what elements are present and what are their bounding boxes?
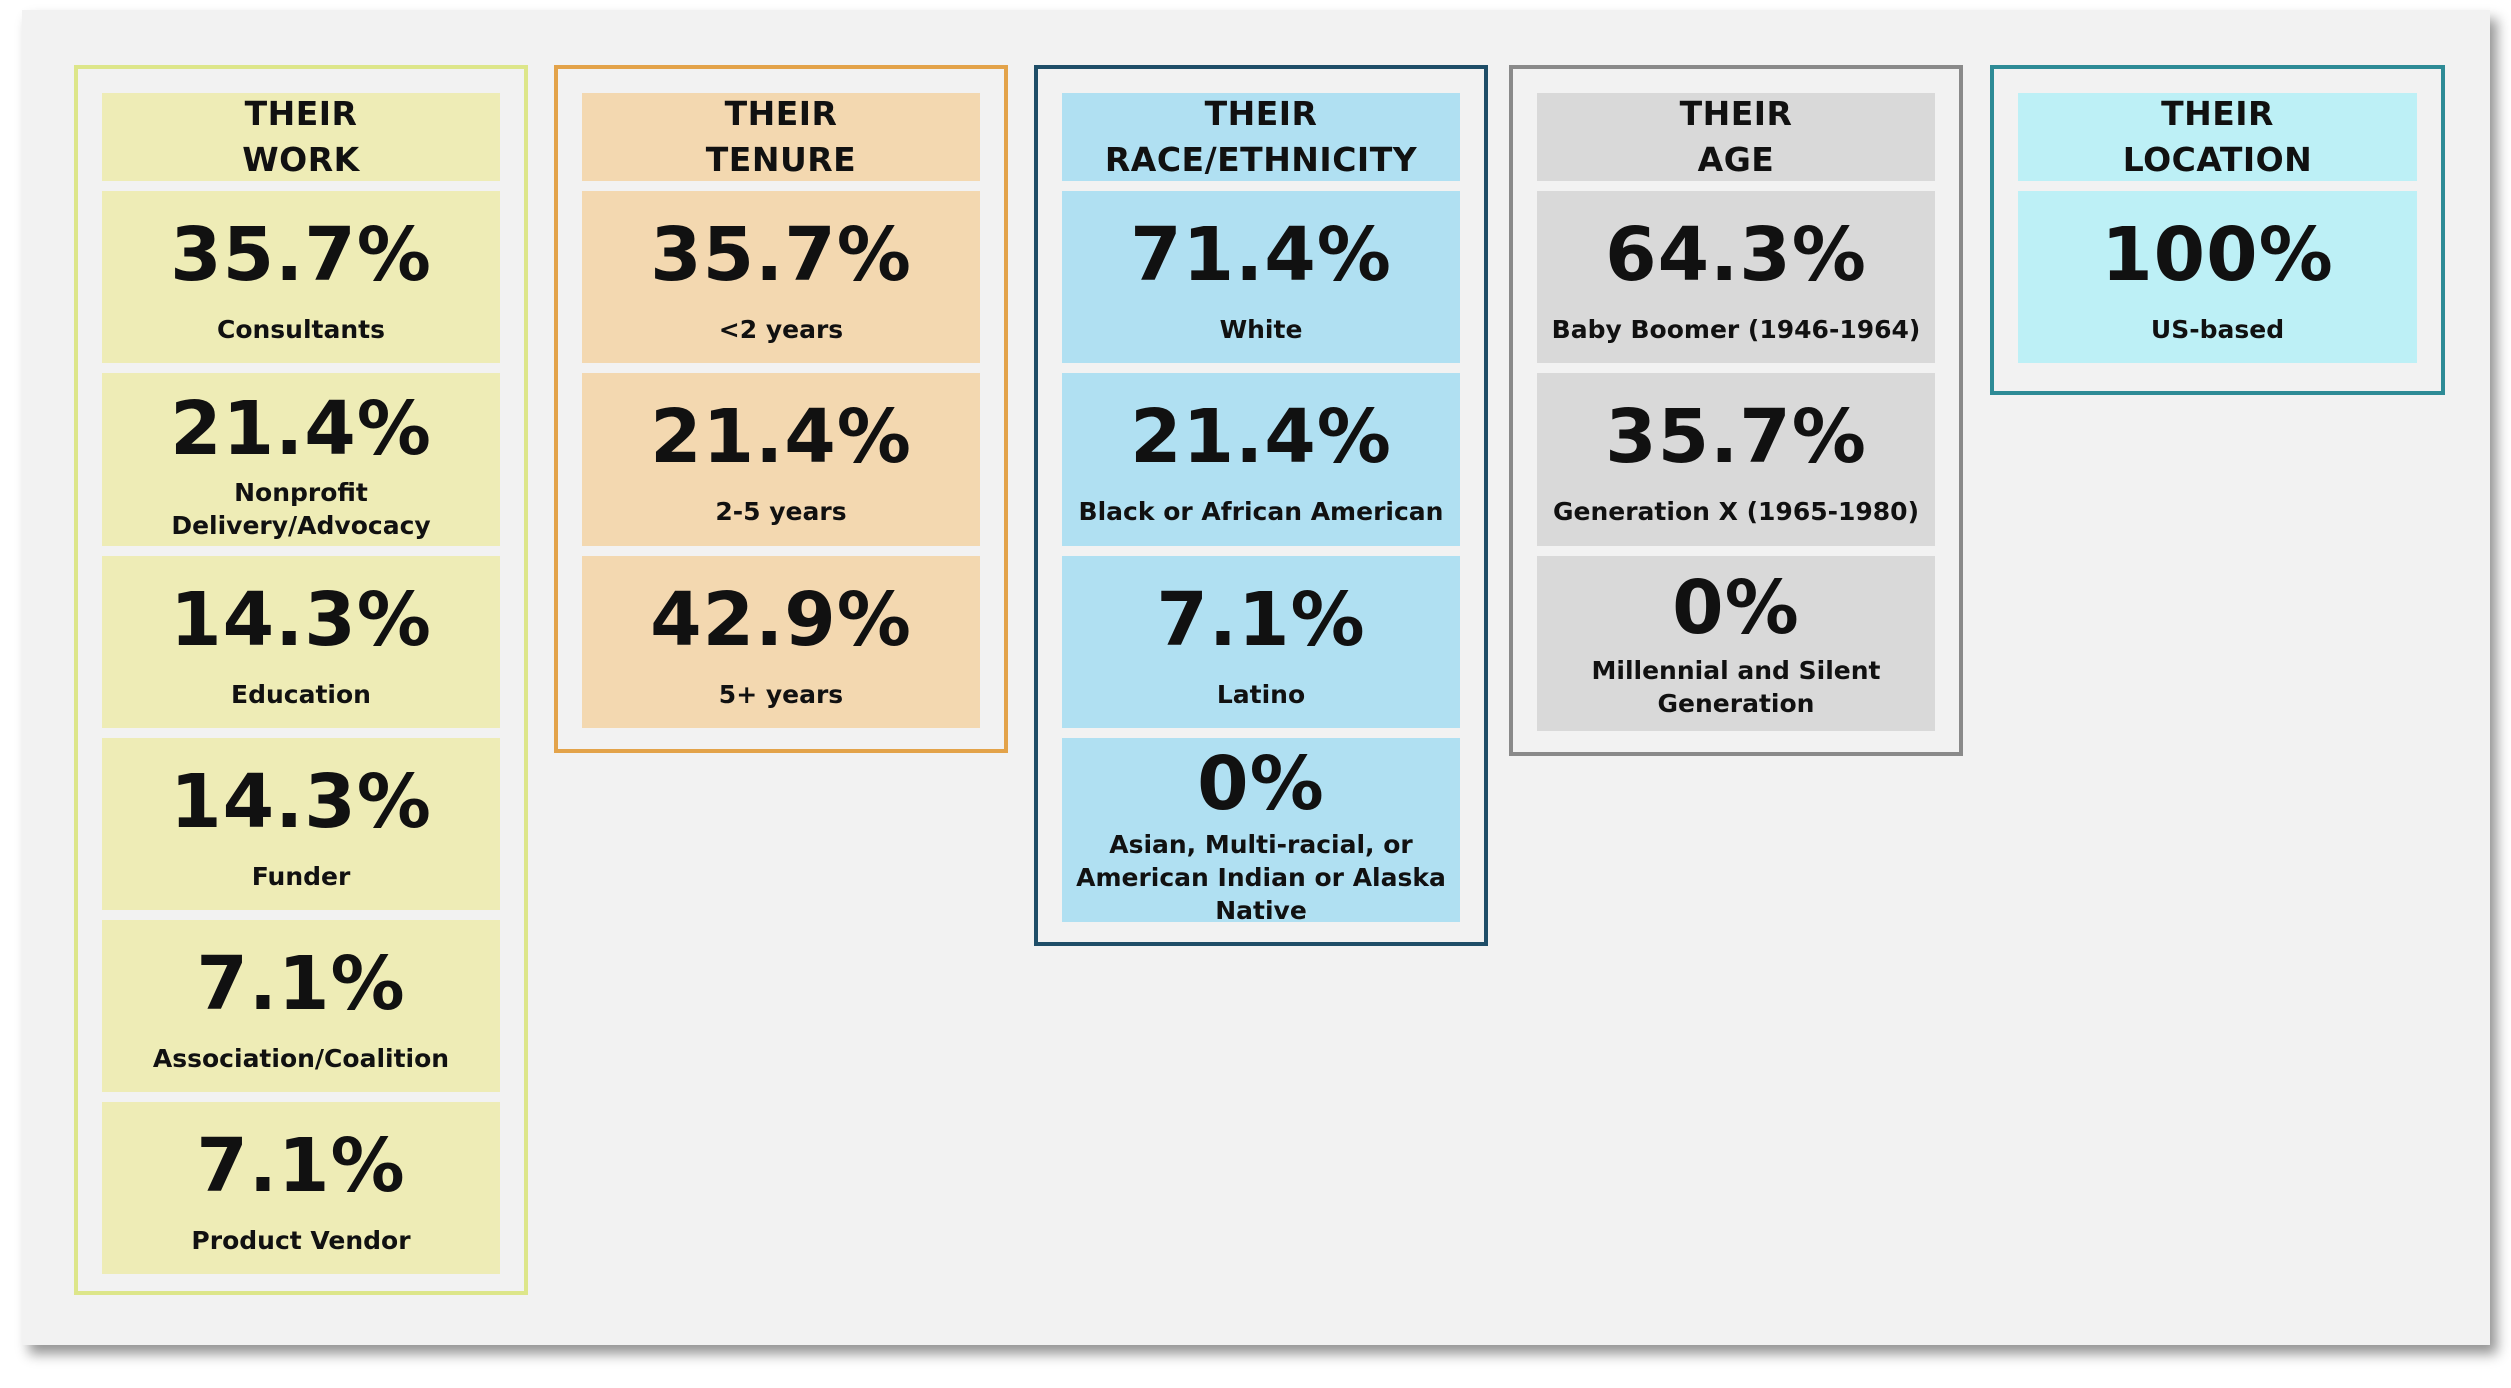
- stat-label: Education: [231, 680, 371, 709]
- stat-label: Millennial and Silent Generation: [1591, 656, 1881, 718]
- tenure-stat-5-plus: 42.9% 5+ years: [582, 556, 980, 728]
- stat-percent: 35.7%: [650, 212, 912, 298]
- location-stat-us: 100% US-based: [2018, 191, 2417, 363]
- stat-label: 5+ years: [718, 680, 844, 709]
- stat-percent: 7.1%: [1156, 577, 1366, 663]
- stat-percent: 35.7%: [1605, 394, 1867, 480]
- age-stat-boomer: 64.3% Baby Boomer (1946-1964): [1537, 191, 1935, 363]
- race-stat-white: 71.4% White: [1062, 191, 1460, 363]
- stat-label: Baby Boomer (1946-1964): [1551, 315, 1921, 344]
- stat-label: <2 years: [718, 315, 844, 344]
- stat-percent: 7.1%: [196, 1123, 406, 1209]
- work-group: THEIR WORK 35.7% Consultants 21.4% Nonpr…: [74, 65, 528, 1295]
- work-stat-education: 14.3% Education: [102, 556, 500, 728]
- stat-label: Latino: [1216, 680, 1306, 709]
- race-stat-latino: 7.1% Latino: [1062, 556, 1460, 728]
- stat-label: Association/Coalition: [152, 1044, 450, 1073]
- age-header-line1: THEIR: [1679, 94, 1793, 133]
- stat-percent: 42.9%: [650, 577, 912, 663]
- stat-label: Black or African American: [1078, 497, 1444, 526]
- stat-percent: 100%: [2101, 212, 2334, 298]
- age-stat-genx: 35.7% Generation X (1965-1980): [1537, 373, 1935, 546]
- race-group: THEIR RACE/ETHNICITY 71.4% White 21.4% B…: [1034, 65, 1488, 946]
- tenure-header-line1: THEIR: [724, 94, 838, 133]
- location-group: THEIR LOCATION 100% US-based: [1990, 65, 2445, 395]
- stat-percent: 64.3%: [1605, 212, 1867, 298]
- stat-percent: 14.3%: [170, 577, 432, 663]
- stat-percent: 0%: [1672, 565, 1800, 651]
- location-header: THEIR LOCATION: [2018, 93, 2417, 181]
- race-stat-other: 0% Asian, Multi-racial, or American Indi…: [1062, 738, 1460, 925]
- tenure-group: THEIR TENURE 35.7% <2 years 21.4% 2-5 ye…: [554, 65, 1008, 753]
- work-stat-funder: 14.3% Funder: [102, 738, 500, 910]
- race-stat-black: 21.4% Black or African American: [1062, 373, 1460, 546]
- work-stat-consultants: 35.7% Consultants: [102, 191, 500, 363]
- stat-label: Asian, Multi-racial, or American Indian …: [1076, 830, 1446, 925]
- stat-label: US-based: [2150, 315, 2285, 344]
- tenure-stat-under-2: 35.7% <2 years: [582, 191, 980, 363]
- stat-label: 2-5 years: [715, 497, 847, 526]
- stat-label: Funder: [251, 862, 351, 891]
- stat-percent: 14.3%: [170, 759, 432, 845]
- race-header-line1: THEIR: [1204, 94, 1318, 133]
- stat-percent: 21.4%: [170, 386, 432, 472]
- stat-percent: 21.4%: [1130, 394, 1392, 480]
- stat-percent: 21.4%: [650, 394, 912, 480]
- work-header: THEIR WORK: [102, 93, 500, 181]
- tenure-header-line2: TENURE: [705, 140, 857, 179]
- age-header-line2: AGE: [1697, 140, 1775, 179]
- tenure-header: THEIR TENURE: [582, 93, 980, 181]
- demographics-panel: THEIR WORK 35.7% Consultants 21.4% Nonpr…: [22, 10, 2490, 1345]
- age-group: THEIR AGE 64.3% Baby Boomer (1946-1964) …: [1509, 65, 1963, 756]
- age-header: THEIR AGE: [1537, 93, 1935, 181]
- work-stat-product-vendor: 7.1% Product Vendor: [102, 1102, 500, 1274]
- work-header-line1: THEIR: [244, 94, 358, 133]
- race-header: THEIR RACE/ETHNICITY: [1062, 93, 1460, 181]
- stat-percent: 71.4%: [1130, 212, 1392, 298]
- work-header-line2: WORK: [242, 140, 360, 179]
- stat-percent: 35.7%: [170, 212, 432, 298]
- work-stat-association: 7.1% Association/Coalition: [102, 920, 500, 1092]
- work-stat-nonprofit: 21.4% Nonprofit Delivery/Advocacy: [102, 373, 500, 546]
- stat-percent: 0%: [1197, 741, 1325, 827]
- stat-label: Consultants: [216, 315, 386, 344]
- stat-percent: 7.1%: [196, 941, 406, 1027]
- location-header-line2: LOCATION: [2122, 140, 2313, 179]
- stat-label: Nonprofit Delivery/Advocacy: [171, 478, 431, 540]
- stat-label: Generation X (1965-1980): [1553, 497, 1919, 526]
- location-header-line1: THEIR: [2161, 94, 2274, 133]
- race-header-line2: RACE/ETHNICITY: [1104, 140, 1418, 179]
- tenure-stat-2-5: 21.4% 2-5 years: [582, 373, 980, 546]
- stat-label: White: [1219, 315, 1303, 344]
- stat-label: Product Vendor: [191, 1226, 411, 1255]
- age-stat-millennial-silent: 0% Millennial and Silent Generation: [1537, 556, 1935, 731]
